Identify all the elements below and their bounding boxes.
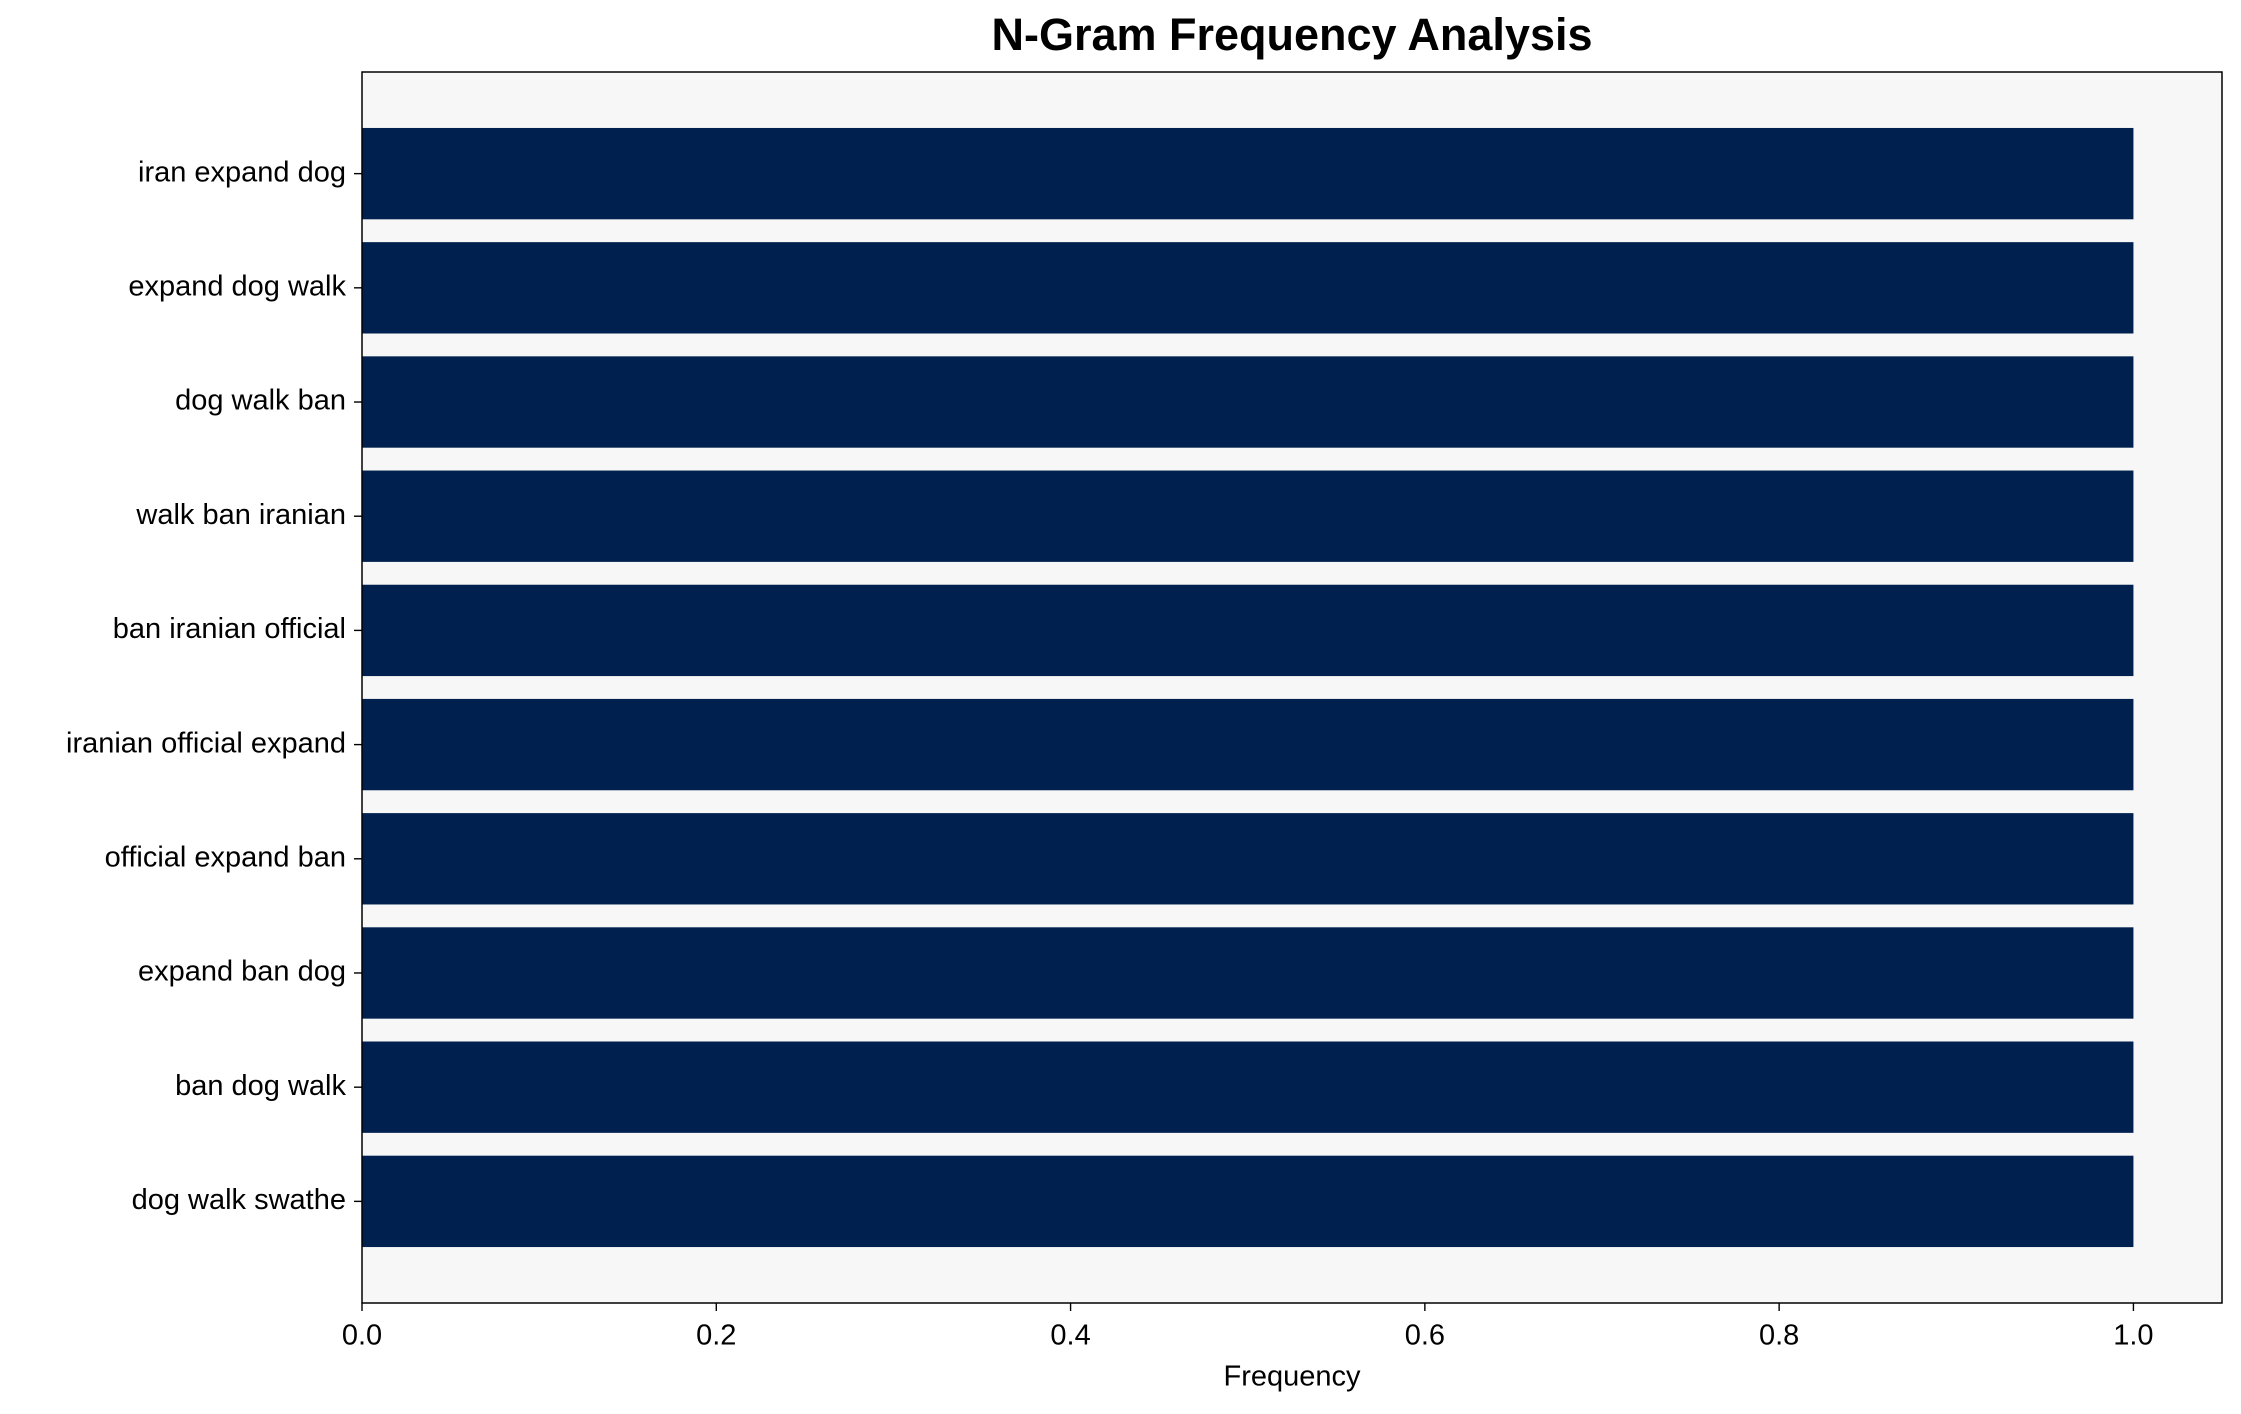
x-tick-label: 0.8 (1759, 1320, 1799, 1352)
x-axis-label: Frequency (1223, 1361, 1361, 1393)
y-tick-label: dog walk swathe (132, 1184, 346, 1216)
x-tick-label: 0.0 (342, 1320, 382, 1352)
bar (362, 1155, 2134, 1248)
chart-title: N-Gram Frequency Analysis (991, 9, 1592, 60)
bar (362, 584, 2134, 677)
plot-frame (361, 71, 2223, 1304)
bar (362, 813, 2134, 905)
bar (362, 698, 2134, 791)
bar (362, 1041, 2134, 1133)
bar (362, 927, 2134, 1019)
x-tick-label: 1.0 (2113, 1320, 2153, 1352)
bar (362, 127, 2134, 220)
x-tick-label: 0.2 (696, 1320, 736, 1352)
bar (362, 356, 2134, 448)
y-tick-label: iranian official expand (66, 727, 346, 759)
y-tick-label: ban dog walk (175, 1070, 346, 1102)
x-tick-label: 0.6 (1405, 1320, 1445, 1352)
y-tick-label: walk ban iranian (135, 499, 346, 531)
y-tick-label: ban iranian official (113, 613, 346, 645)
y-tick-label: iran expand dog (138, 156, 346, 188)
x-tick-label: 0.4 (1050, 1320, 1090, 1352)
y-tick-label: dog walk ban (175, 385, 346, 417)
y-tick-label: expand ban dog (138, 956, 346, 988)
bar (362, 470, 2134, 562)
bar (362, 242, 2134, 334)
y-tick-label: expand dog walk (128, 270, 346, 302)
y-tick-label: official expand ban (105, 841, 346, 873)
